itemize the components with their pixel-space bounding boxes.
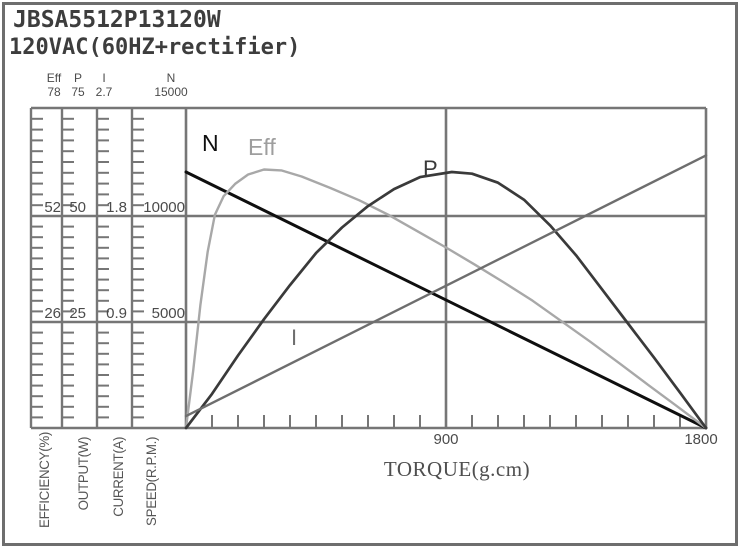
current-axis-tick-0-9: 0.9 bbox=[106, 305, 127, 322]
x-tick-label-1800: 1800 bbox=[684, 431, 718, 448]
current-axis-max: 2.7 bbox=[95, 85, 113, 99]
x-tick-label-900: 900 bbox=[433, 431, 459, 448]
page-title: JBSA5512P13120W bbox=[13, 7, 221, 33]
output-unit-label: OUTPUT(W) bbox=[75, 436, 91, 511]
eff-axis-tick-52: 52 bbox=[44, 199, 61, 216]
speed-axis-tick-10000: 10000 bbox=[143, 199, 185, 216]
x-axis-title: TORQUE(g.cm) bbox=[383, 457, 531, 481]
current-curve bbox=[184, 154, 708, 418]
eff-axis-tick-26: 26 bbox=[44, 305, 61, 322]
power-axis-name: P bbox=[73, 71, 83, 85]
speed-axis-max: 15000 bbox=[154, 85, 188, 99]
power-axis-tick-25: 25 bbox=[69, 305, 86, 322]
efficiency-curve bbox=[184, 168, 708, 430]
speed-curve-label: N bbox=[202, 130, 219, 156]
speed-axis-tick-5000: 5000 bbox=[151, 305, 185, 322]
power-axis-max: 75 bbox=[71, 85, 85, 99]
output-power-curve-label: P bbox=[423, 156, 438, 181]
current-curve-label: I bbox=[291, 325, 298, 350]
current-axis-name: I bbox=[102, 71, 106, 85]
efficiency-unit-label: EFFICIENCY(%) bbox=[36, 431, 52, 528]
axis-tick-marks bbox=[31, 117, 681, 428]
efficiency-curve-label: Eff bbox=[248, 134, 276, 160]
eff-axis-max: 78 bbox=[47, 85, 61, 99]
current-unit-label: CURRENT(A) bbox=[110, 436, 126, 517]
eff-axis-name: Eff bbox=[46, 71, 62, 85]
power-axis-tick-50: 50 bbox=[69, 199, 86, 216]
page-subtitle: 120VAC(60HZ+rectifier) bbox=[9, 35, 301, 60]
speed-axis-name: N bbox=[166, 71, 176, 85]
output-power-curve bbox=[184, 170, 708, 430]
speed-unit-label: SPEED(R.P.M.) bbox=[143, 436, 159, 526]
current-axis-tick-1-8: 1.8 bbox=[106, 199, 127, 216]
speed-curve bbox=[184, 170, 708, 430]
